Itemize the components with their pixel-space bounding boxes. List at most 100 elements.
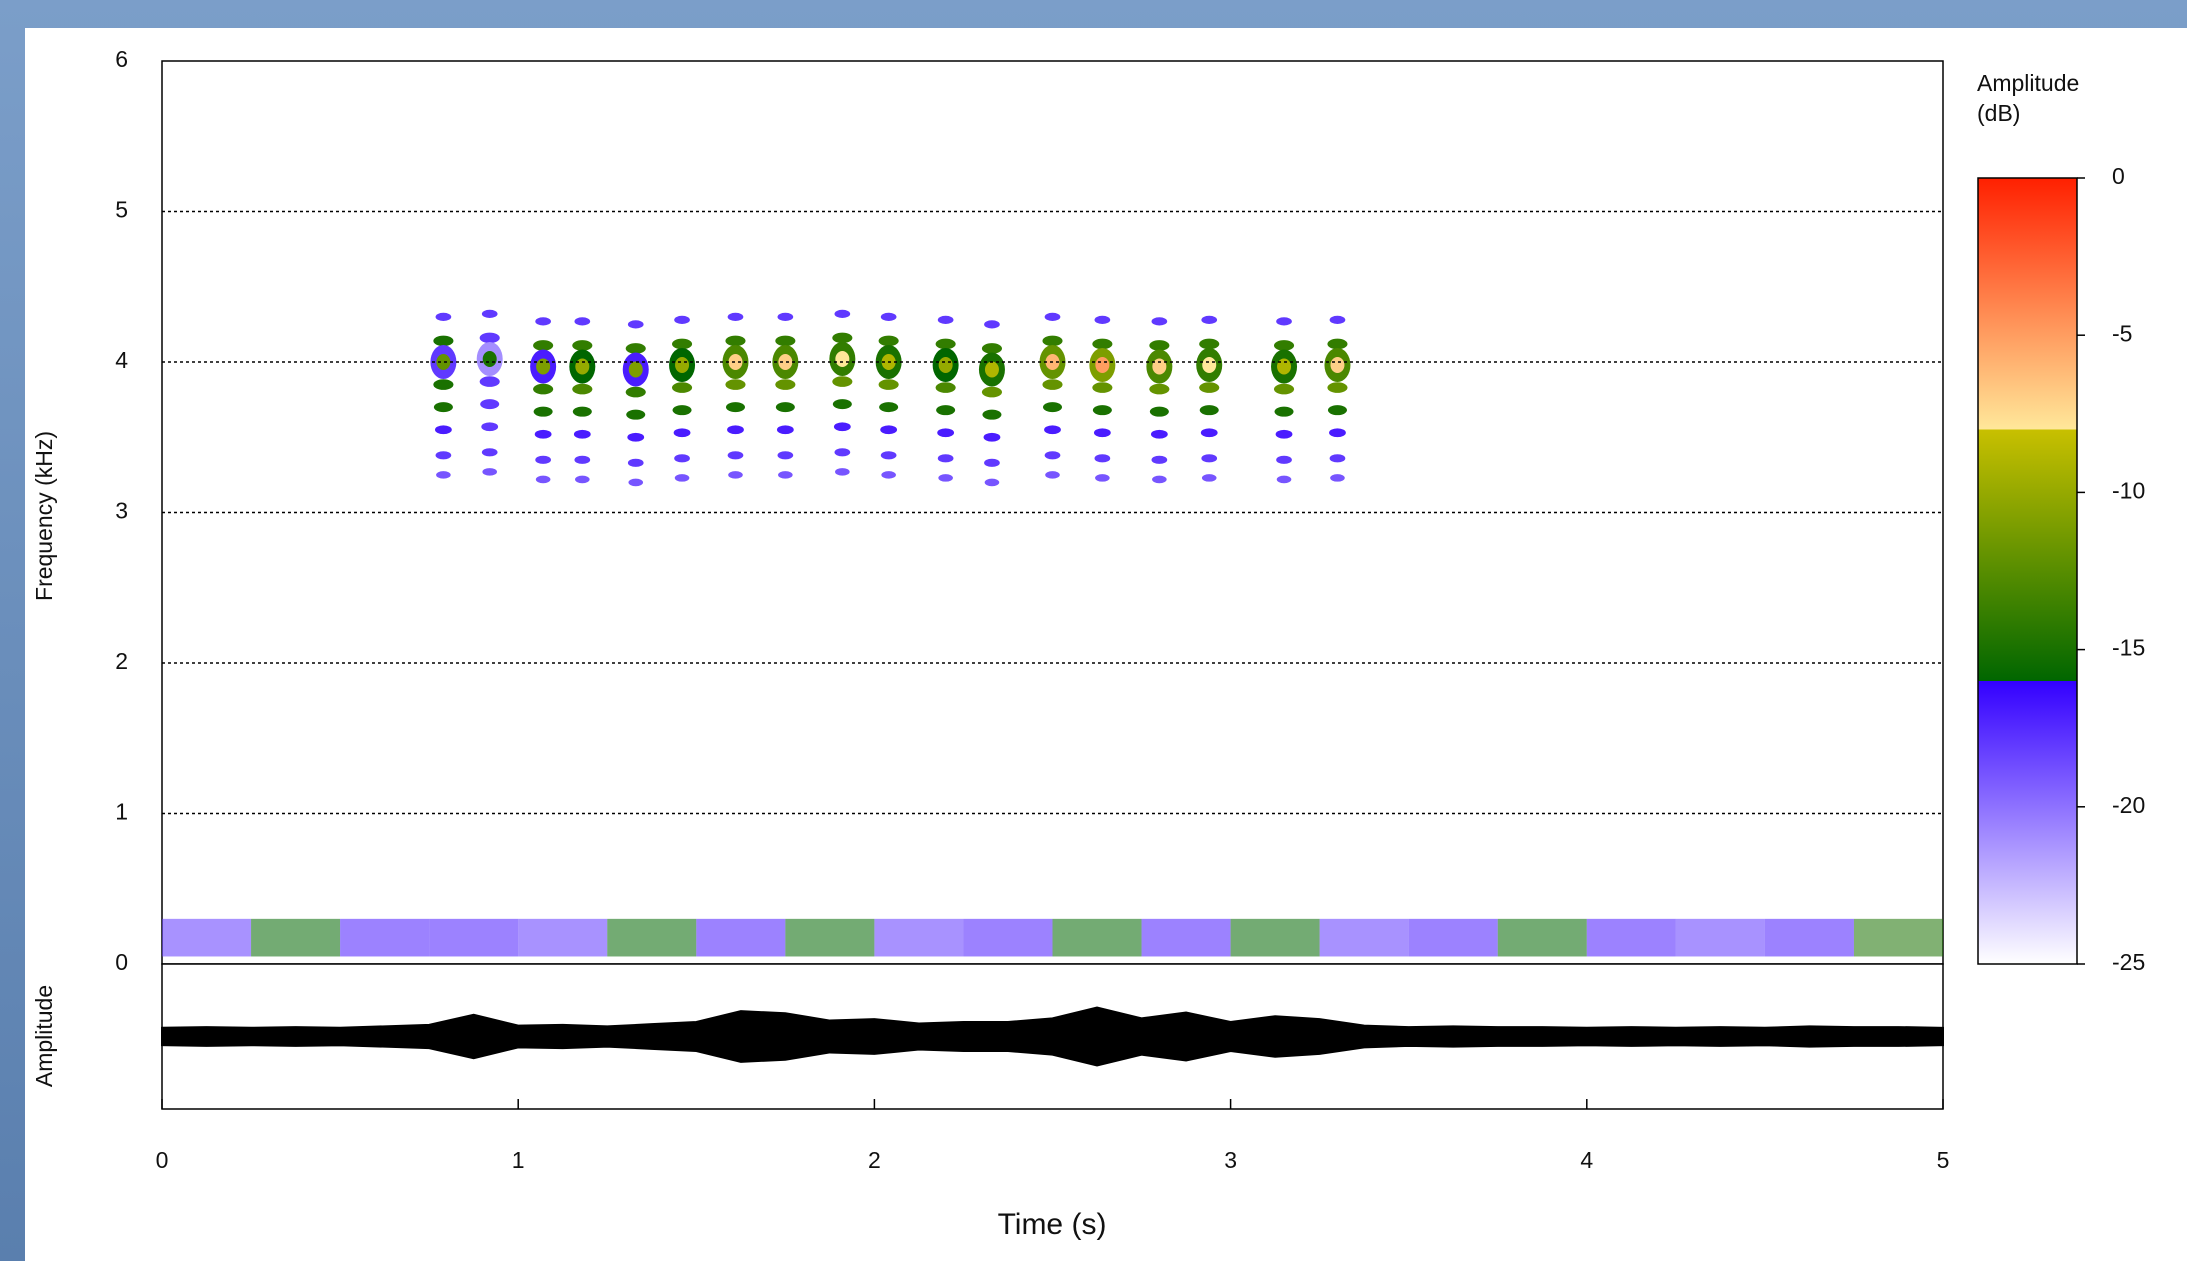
x-axis-label: Time (s) — [998, 1208, 1107, 1241]
colorbar-tick-label: -15 — [2112, 635, 2145, 661]
noise-band — [785, 919, 874, 957]
call-harmonic — [985, 479, 1000, 487]
call-harmonic — [778, 471, 793, 479]
y-tick-label: 1 — [115, 799, 128, 825]
call-harmonic — [434, 402, 453, 412]
call-harmonic — [1327, 339, 1347, 350]
noise-band — [696, 919, 785, 957]
y-tick-label: 3 — [115, 498, 128, 524]
call-harmonic — [572, 384, 592, 395]
x-tick-label: 2 — [868, 1147, 881, 1173]
call-harmonic — [1042, 336, 1062, 347]
call-harmonic — [832, 376, 852, 387]
noise-band — [1587, 919, 1676, 957]
call-harmonic — [879, 402, 898, 412]
call-harmonic — [982, 343, 1002, 354]
call-harmonic — [984, 459, 1000, 467]
call-harmonic — [938, 454, 954, 462]
call-harmonic — [833, 399, 852, 409]
call-harmonic — [1330, 316, 1346, 324]
call-harmonic — [1275, 407, 1294, 417]
call-peak — [1152, 359, 1166, 375]
noise-band — [518, 919, 607, 957]
colorbar-tick-label: -5 — [2112, 320, 2132, 346]
call-harmonic — [435, 425, 452, 434]
noise-band — [607, 919, 696, 957]
noise-band — [1320, 919, 1409, 957]
noise-band — [1231, 919, 1320, 957]
call-peak — [1095, 357, 1109, 373]
y-tick-label: 4 — [115, 347, 128, 373]
noise-band — [963, 919, 1052, 957]
call-harmonic — [482, 448, 498, 456]
call-harmonic — [1095, 454, 1111, 462]
colorbar-tick-label: 0 — [2112, 163, 2125, 189]
call-harmonic — [1276, 456, 1292, 464]
call-harmonic — [726, 402, 745, 412]
call-harmonic — [1201, 454, 1217, 462]
call-harmonic — [482, 468, 497, 476]
noise-band — [1676, 919, 1765, 957]
call-harmonic — [936, 405, 955, 415]
call-harmonic — [1151, 430, 1168, 439]
call-harmonic — [984, 320, 1000, 328]
call-harmonic — [1274, 384, 1294, 395]
colorbar — [1978, 178, 2077, 964]
call-harmonic — [1152, 317, 1168, 325]
call-harmonic — [1328, 405, 1347, 415]
call-harmonic — [1274, 340, 1294, 351]
call-harmonic — [1152, 476, 1167, 484]
call-harmonic — [778, 451, 794, 459]
call-harmonic — [574, 456, 590, 464]
call-harmonic — [535, 317, 551, 325]
colorbar-tick-label: -20 — [2112, 792, 2145, 818]
call-harmonic — [1202, 474, 1217, 482]
call-harmonic — [936, 382, 956, 393]
call-harmonic — [982, 387, 1002, 398]
noise-band — [251, 919, 340, 957]
call-harmonic — [628, 320, 644, 328]
call-harmonic — [533, 340, 553, 351]
call-harmonic — [881, 313, 897, 321]
call-harmonic — [626, 343, 646, 354]
call-harmonic — [674, 316, 690, 324]
call-harmonic — [626, 387, 646, 398]
call-harmonic — [728, 313, 744, 321]
call-harmonic — [1043, 402, 1062, 412]
call-harmonic — [1327, 382, 1347, 393]
call-harmonic — [1044, 425, 1061, 434]
call-harmonic — [534, 407, 553, 417]
call-harmonic — [481, 422, 498, 431]
call-harmonic — [674, 428, 691, 437]
colorbar-title: Amplitude — [1977, 70, 2079, 96]
call-harmonic — [832, 333, 852, 344]
call-harmonic — [480, 333, 500, 344]
x-tick-label: 4 — [1580, 1147, 1593, 1173]
call-harmonic — [728, 471, 743, 479]
call-harmonic — [879, 336, 899, 347]
call-peak — [835, 351, 849, 367]
call-harmonic — [834, 448, 850, 456]
noise-band — [1498, 919, 1587, 957]
call-harmonic — [1199, 339, 1219, 350]
call-harmonic — [938, 474, 953, 482]
call-harmonic — [628, 459, 644, 467]
colorbar-title: (dB) — [1977, 100, 2020, 126]
call-harmonic — [982, 410, 1001, 420]
call-harmonic — [880, 425, 897, 434]
call-harmonic — [480, 399, 499, 409]
call-peak — [1277, 359, 1291, 375]
noise-band — [429, 919, 518, 957]
call-harmonic — [1095, 316, 1111, 324]
call-harmonic — [1277, 476, 1292, 484]
call-harmonic — [879, 379, 899, 390]
call-harmonic — [1200, 405, 1219, 415]
call-harmonic — [984, 433, 1001, 442]
call-peak — [575, 359, 589, 375]
call-harmonic — [727, 425, 744, 434]
call-harmonic — [1201, 428, 1218, 437]
call-harmonic — [937, 428, 954, 437]
colorbar-tick-label: -10 — [2112, 477, 2145, 503]
call-harmonic — [835, 468, 850, 476]
